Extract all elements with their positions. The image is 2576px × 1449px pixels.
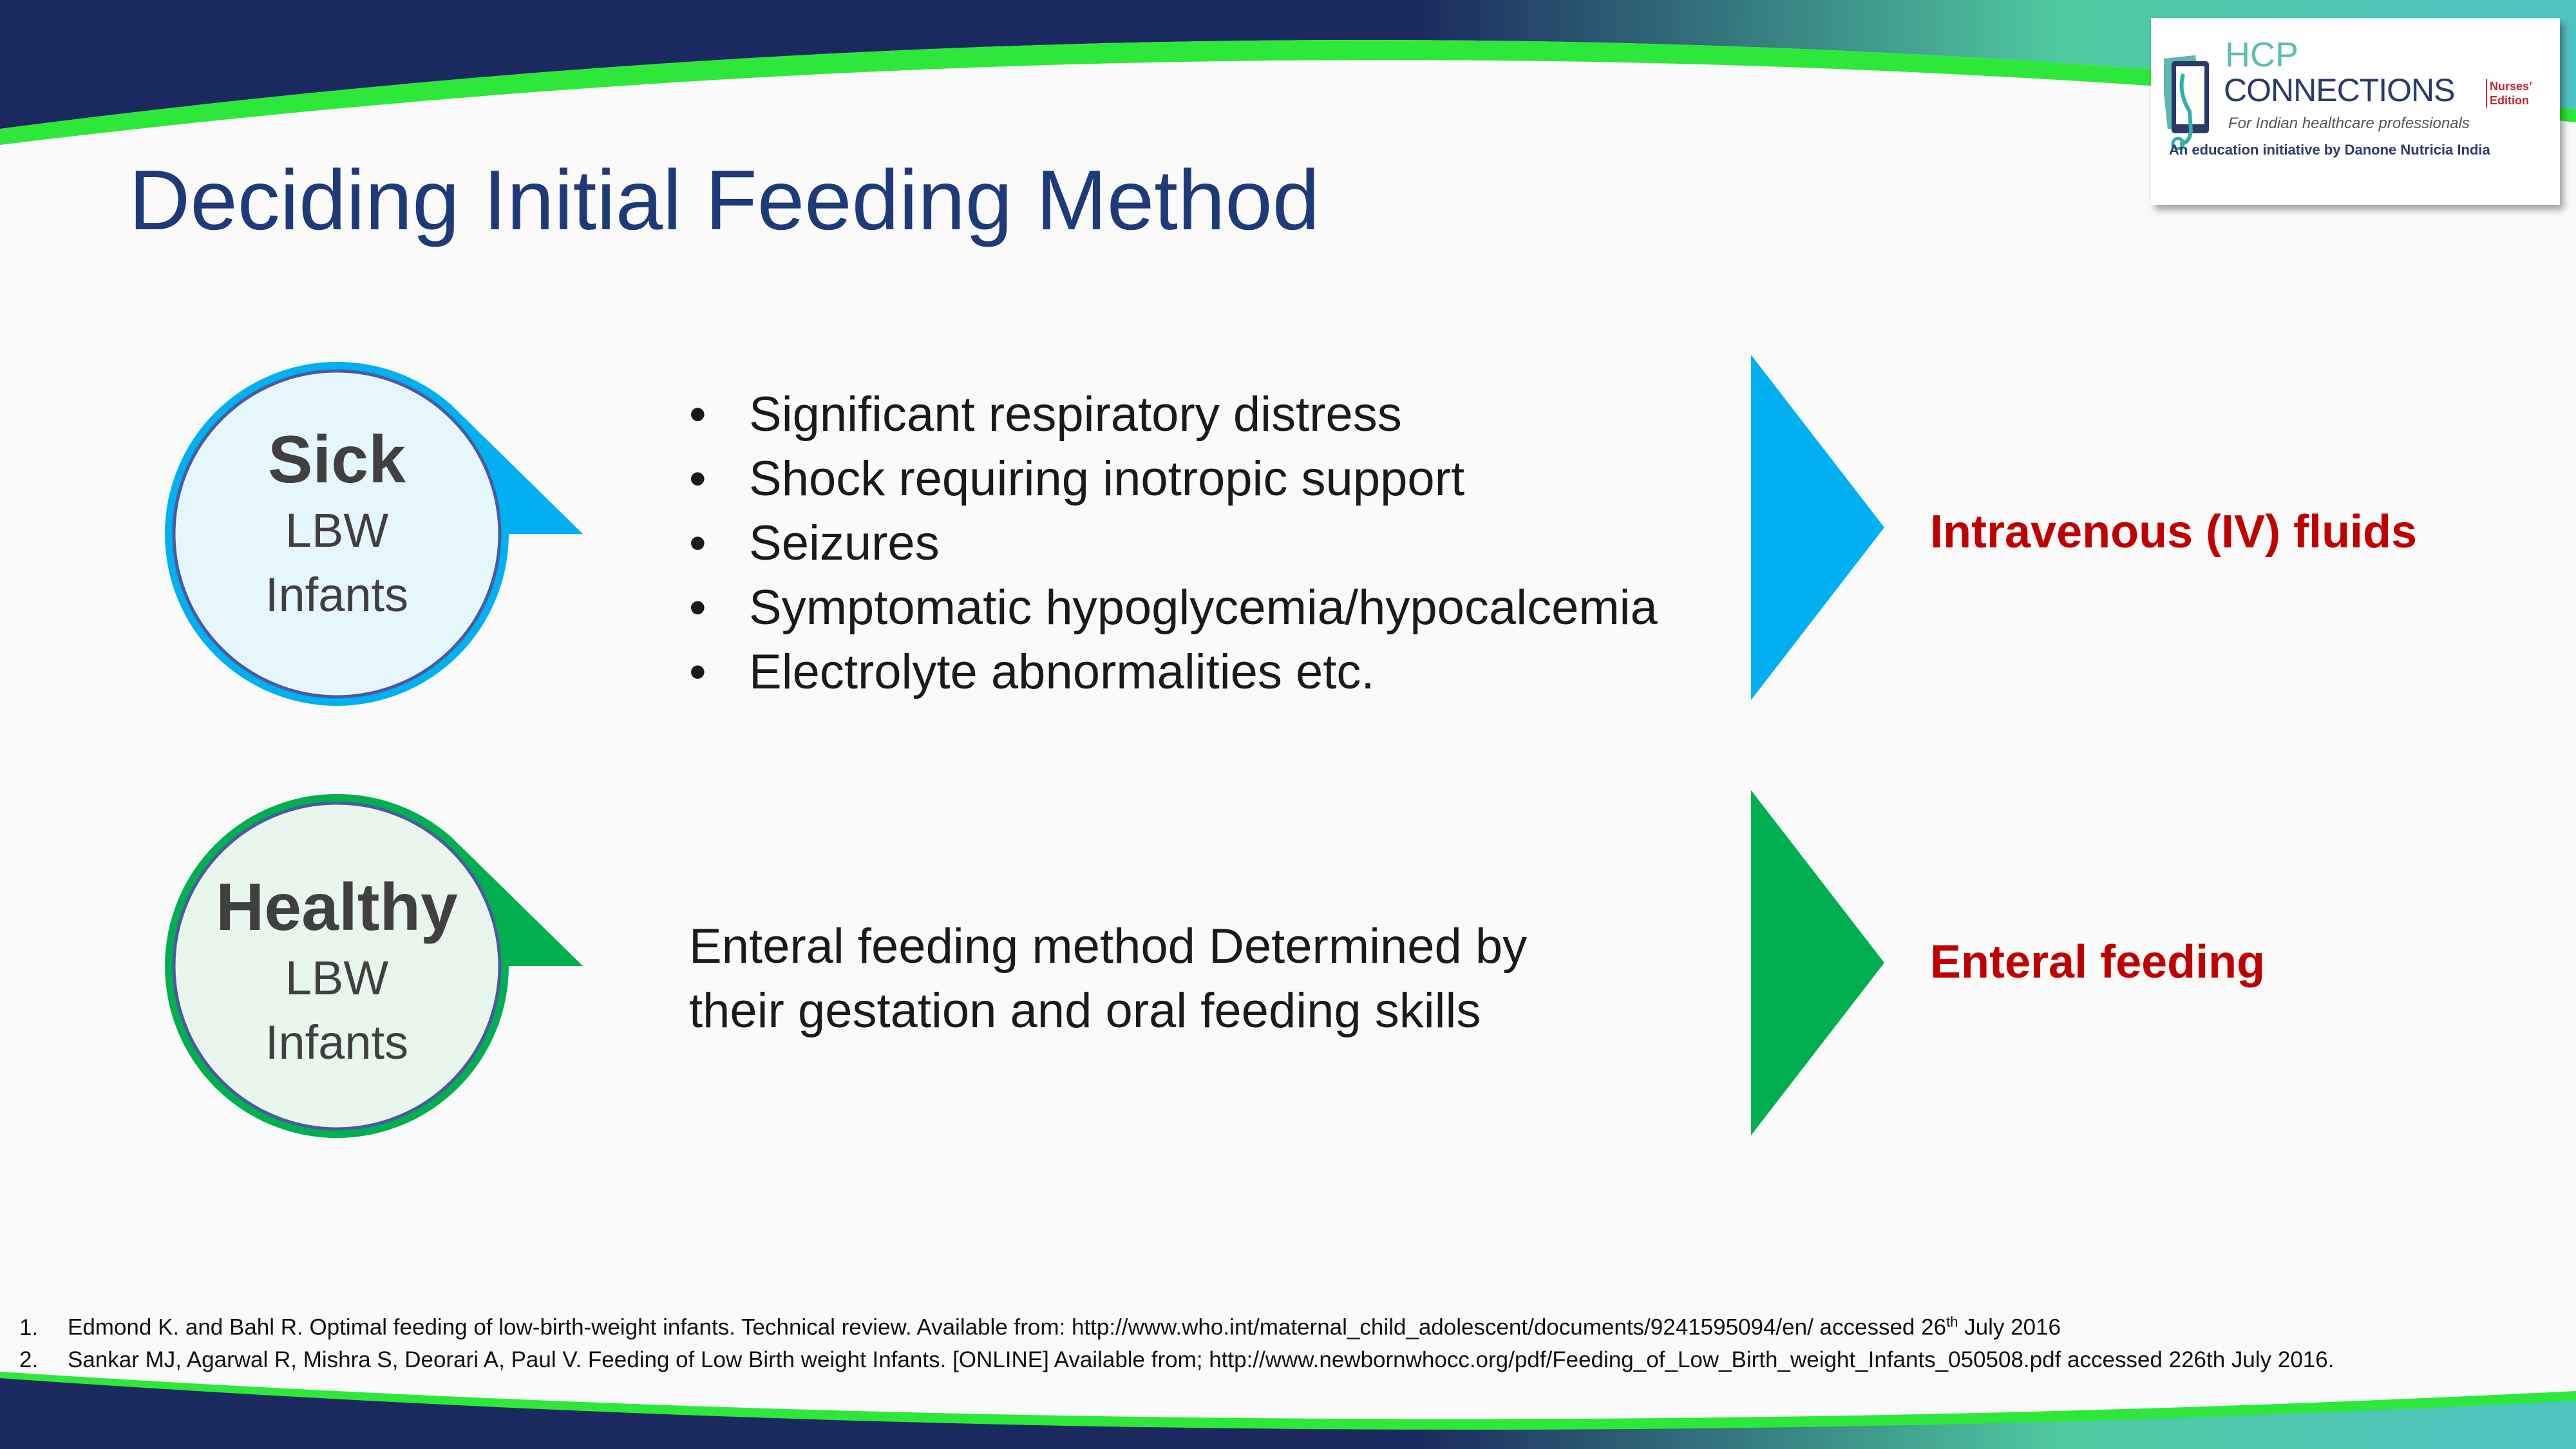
- healthy-heading: Healthy: [216, 870, 458, 945]
- description-line: their gestation and oral feeding skills: [689, 983, 1481, 1038]
- healthy-circle-shape: [165, 793, 583, 1138]
- reference-text: Sankar MJ, Agarwal R, Mishra S, Deorari …: [68, 1347, 2334, 1372]
- list-item: Electrolyte abnormalities etc.: [689, 644, 1719, 708]
- tablet-stethoscope-icon: [2164, 55, 2209, 150]
- logo-hcp: HCP: [2225, 35, 2299, 74]
- reference-2: 2. Sankar MJ, Agarwal R, Mishra S, Deorar…: [19, 1347, 2334, 1373]
- logo-initiative: An education initiative by Danone Nutric…: [2169, 142, 2490, 158]
- reference-number: 1.: [19, 1314, 39, 1340]
- description-line: Enteral feeding method Determined by: [689, 919, 1528, 974]
- sick-circle-shape: [165, 361, 583, 706]
- sick-line1: LBW: [285, 504, 389, 557]
- healthy-description: Enteral feeding method Determined by the…: [689, 914, 1719, 1043]
- reference-tail: July 2016: [1958, 1314, 2061, 1340]
- healthy-arrow: [1751, 790, 1884, 1135]
- reference-text: Edmond K. and Bahl R. Optimal feeding of…: [68, 1314, 1947, 1340]
- page-title: Deciding Initial Feeding Method: [129, 153, 1320, 247]
- sick-line2: Infants: [265, 568, 409, 621]
- sick-arrow: [1751, 355, 1884, 700]
- list-item: Significant respiratory distress: [689, 386, 1719, 451]
- sick-heading: Sick: [268, 422, 406, 497]
- healthy-line1: LBW: [285, 951, 389, 1005]
- logo-edition-line: Nurses’: [2490, 80, 2533, 93]
- reference-1: 1. Edmond K. and Bahl R. Optimal feeding …: [19, 1314, 2061, 1341]
- sick-outcome: Intravenous (IV) fluids: [1930, 506, 2418, 558]
- list-item: Seizures: [689, 515, 1719, 580]
- logo-tagline: For Indian healthcare professionals: [2228, 115, 2470, 132]
- logo-connections: CONNECTIONS: [2224, 72, 2455, 108]
- logo-edition: Nurses’ Edition: [2486, 79, 2532, 108]
- list-item: Symptomatic hypoglycemia/hypocalcemia: [689, 580, 1719, 644]
- healthy-line2: Infants: [265, 1016, 409, 1069]
- reference-number: 2.: [19, 1347, 39, 1372]
- sick-criteria-list: Significant respiratory distress Shock r…: [689, 386, 1719, 708]
- logo-edition-line: Edition: [2490, 94, 2529, 107]
- reference-superscript: th: [1946, 1314, 1958, 1330]
- healthy-outcome: Enteral feeding: [1930, 936, 2266, 988]
- healthy-label: Healthy LBW Infants: [176, 869, 498, 1075]
- hcp-connections-logo: HCP CONNECTIONS Nurses’ Edition For India…: [2151, 18, 2560, 205]
- bottom-band-fill: [0, 1378, 2576, 1449]
- sick-label: Sick LBW Infants: [176, 422, 498, 627]
- top-green-curve: [0, 40, 2576, 145]
- list-item: Shock requiring inotropic support: [689, 451, 1719, 515]
- top-band: [0, 0, 2576, 129]
